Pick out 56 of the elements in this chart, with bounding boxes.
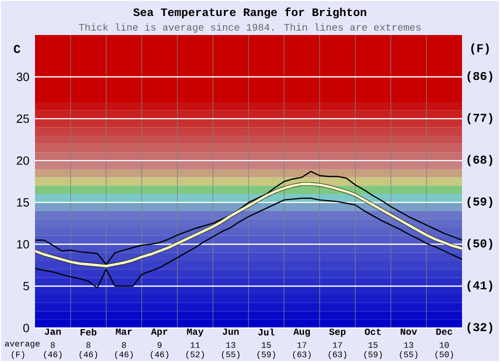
text: 11 (190, 342, 200, 348)
text: 17 (332, 342, 342, 348)
y-tick-label: 5 (23, 282, 29, 290)
y2-tick-label: (77) (468, 113, 492, 124)
text: (63) (293, 350, 311, 359)
x-tick-label: Aug (293, 328, 310, 337)
y-tick-label: 20 (16, 156, 30, 165)
text: average (5, 342, 40, 348)
y2-tick-label: (86) (468, 71, 492, 82)
x-tick-label: Sep (329, 328, 346, 337)
text: (46) (44, 350, 62, 359)
x-tick-label: Nov (400, 328, 417, 335)
text: (55) (400, 350, 418, 359)
y-tick-label: 0 (23, 324, 30, 332)
y2-tick-label: (41) (468, 280, 492, 292)
x-tick-label: Feb (80, 328, 96, 336)
y2-tick-label: (59) (468, 196, 492, 208)
text: (50) (435, 350, 453, 359)
text: (63) (328, 350, 346, 359)
chart-subtitle: Thick line is average since 1984. Thin lines are extremes (78, 23, 421, 33)
y2-axis-title: (F) (471, 43, 489, 54)
text: (46) (150, 350, 168, 359)
text: (55) (222, 350, 240, 359)
x-tick-label: Jan (44, 328, 61, 335)
text: (59) (364, 350, 382, 359)
x-tick-label: Apr (151, 328, 168, 337)
y-tick-label: 25 (16, 114, 29, 123)
y-axis-title: C (14, 44, 20, 53)
text: 13 (226, 342, 236, 348)
y2-tick-label: (68) (468, 154, 492, 166)
text: 8 (122, 342, 126, 348)
text: 8 (86, 342, 90, 348)
x-tick-label: Jun (222, 328, 239, 335)
text: (F) (12, 350, 24, 359)
text: (46) (115, 350, 133, 359)
text: 8 (50, 342, 55, 348)
x-tick-label: Mar (116, 328, 132, 335)
x-tick-label: Dec (436, 328, 452, 335)
text: 15 (262, 342, 271, 348)
x-tick-label: May (187, 328, 204, 337)
y-tick-label: 15 (17, 198, 29, 206)
text: 15 (368, 342, 378, 348)
y2-tick-label: (50) (468, 238, 492, 250)
chart-title: Sea Temperature Range for Brighton (133, 7, 366, 18)
x-tick-label: Oct (364, 328, 381, 335)
y2-tick-label: (32) (468, 322, 492, 334)
text: 9 (158, 342, 162, 348)
y-tick-label: 10 (17, 240, 30, 248)
text: (46) (80, 350, 98, 359)
x-tick-label: Jul (258, 328, 274, 336)
text: 17 (297, 342, 306, 348)
text: 10 (440, 342, 449, 348)
text: 13 (404, 342, 414, 348)
text: (52) (186, 350, 204, 359)
y-tick-label: 30 (16, 72, 30, 81)
text: (59) (258, 350, 276, 359)
